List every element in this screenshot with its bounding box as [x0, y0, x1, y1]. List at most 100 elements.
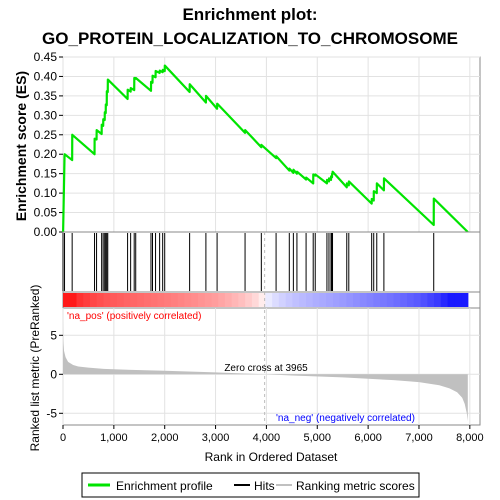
es-y-tick-label: 0.15	[34, 167, 58, 181]
heatmap-cell	[251, 293, 260, 307]
es-y-tick-label: 0.00	[34, 225, 58, 239]
rank-y-axis-ticks: -5 0 5	[46, 328, 63, 420]
x-tick-label: 2,000	[151, 432, 179, 444]
zero-cross-label: Zero cross at 3965	[224, 363, 308, 374]
rank-y-tick-label: 0	[50, 367, 57, 381]
heatmap-cell	[157, 293, 165, 307]
es-y-tick-label: 0.35	[34, 89, 58, 103]
neg-correlated-label: 'na_neg' (negatively correlated)	[276, 413, 415, 424]
heatmap-cell	[170, 293, 179, 307]
es-panel-frame	[62, 56, 481, 233]
heatmap-cell	[150, 293, 159, 307]
es-y-tick-label: 0.30	[34, 108, 58, 122]
es-y-axis-label: Enrichment score (ES)	[13, 71, 29, 221]
enrichment-profile-line	[61, 64, 469, 234]
heatmap-cell	[96, 293, 105, 307]
es-y-tick-label: 0.10	[34, 186, 58, 200]
heatmap-cell	[265, 293, 273, 307]
heatmap-cell	[413, 293, 422, 307]
heatmap-cell	[69, 293, 78, 307]
heatmap-cell	[427, 293, 435, 307]
x-axis-label: Rank in Ordered Dataset	[205, 450, 338, 464]
heatmap-cell	[211, 293, 219, 307]
rank-y-tick-label: 5	[50, 328, 57, 342]
heatmap-cell	[76, 293, 84, 307]
heatmap-cell	[231, 293, 240, 307]
es-y-tick-label: 0.25	[34, 128, 58, 142]
x-axis-ticks: 0 1,000 2,000 3,000 4,000 5,000 6,000 7,000 8,00…	[60, 425, 484, 444]
heatmap-cell	[63, 293, 71, 307]
chart-title-line-2: GO_PROTEIN_LOCALIZATION_TO_CHROMOSOME	[42, 29, 458, 48]
heatmap-cell	[353, 293, 361, 307]
pos-correlated-label: 'na_pos' (positively correlated)	[67, 311, 201, 322]
heatmap-cell	[110, 293, 118, 307]
heatmap-cell	[346, 293, 354, 307]
heatmap-cell	[116, 293, 125, 307]
heatmap-cell	[292, 293, 300, 307]
heatmap-cell	[393, 293, 401, 307]
heatmap-cell	[386, 293, 395, 307]
heatmap-cell	[312, 293, 320, 307]
heatmap-cell	[197, 293, 206, 307]
rank-y-axis-label: Ranked list metric (PreRanked)	[28, 285, 42, 452]
heatmap-cell	[447, 293, 455, 307]
legend-frame	[81, 472, 420, 498]
heatmap-cell	[400, 293, 408, 307]
heatmap-cell	[461, 293, 469, 307]
heatmap-cell	[177, 293, 186, 307]
heatmap-cell	[434, 293, 442, 307]
heatmap-cell	[326, 293, 334, 307]
heatmap-cell	[137, 293, 145, 307]
x-tick-label: 7,000	[405, 432, 433, 444]
heatmap-cell	[272, 293, 280, 307]
legend: Enrichment profile Hits Ranking metric s…	[81, 472, 420, 498]
heatmap-cell	[83, 293, 91, 307]
heatmap-cell	[339, 293, 347, 307]
heatmap-cell	[224, 293, 233, 307]
heatmap-cell	[454, 293, 462, 307]
legend-enrichment-profile-label: Enrichment profile	[116, 479, 213, 493]
heatmap-cell	[332, 293, 341, 307]
legend-ranking-metric-label: Ranking metric scores	[296, 479, 415, 493]
x-tick-label: 5,000	[304, 432, 332, 444]
legend-hits-label: Hits	[254, 479, 275, 493]
hits-panel-frame	[62, 231, 481, 293]
heatmap-cell	[204, 293, 213, 307]
heatmap-cell	[245, 293, 253, 307]
heatmap-cell	[123, 293, 132, 307]
heatmap-cell	[130, 293, 138, 307]
ranking-metric-area	[63, 319, 468, 422]
heatmap-cell	[285, 293, 293, 307]
heatmap-cell	[366, 293, 374, 307]
rank-color-heatmap	[63, 293, 469, 307]
heatmap-cell	[218, 293, 226, 307]
es-y-tick-label: 0.20	[34, 147, 58, 161]
heatmap-cell	[420, 293, 428, 307]
heatmap-cell	[238, 293, 246, 307]
heatmap-cell	[380, 293, 388, 307]
x-tick-label: 8,000	[456, 432, 484, 444]
x-tick-label: 1,000	[100, 432, 128, 444]
heatmap-cell	[373, 293, 381, 307]
gene-hits-markers	[62, 233, 435, 291]
es-y-tick-label: 0.05	[34, 206, 58, 220]
heatmap-cell	[164, 293, 172, 307]
heatmap-cell	[299, 293, 307, 307]
heatmap-cell	[103, 293, 111, 307]
rank-y-tick-label: -5	[46, 406, 57, 420]
heatmap-cell	[278, 293, 287, 307]
heatmap-cell	[184, 293, 192, 307]
x-tick-label: 3,000	[202, 432, 230, 444]
x-tick-label: 4,000	[253, 432, 281, 444]
heatmap-cell	[143, 293, 152, 307]
heatmap-cell	[191, 293, 199, 307]
es-y-tick-label: 0.45	[34, 50, 58, 64]
rank-panel-frame	[62, 307, 481, 426]
x-tick-label: 0	[60, 432, 66, 444]
heatmap-cell	[440, 293, 449, 307]
heatmap-cell	[319, 293, 327, 307]
es-y-tick-label: 0.40	[34, 69, 58, 83]
x-tick-label: 6,000	[354, 432, 382, 444]
chart-title-line-1: Enrichment plot:	[182, 5, 317, 24]
